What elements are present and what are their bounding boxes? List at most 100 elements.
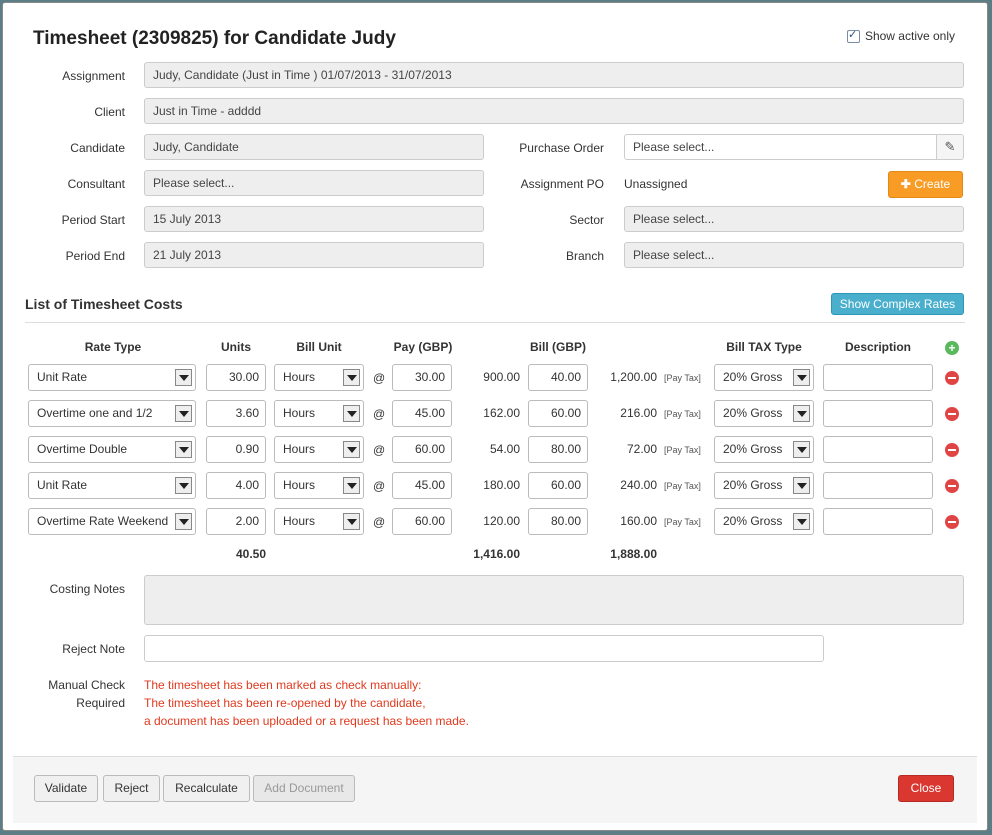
- header-bill: Bill (GBP): [530, 340, 586, 354]
- bill-unit-value: Hours: [283, 370, 316, 384]
- create-po-button[interactable]: ✚ Create: [888, 171, 963, 198]
- plus-icon: ✚: [900, 177, 911, 191]
- at-symbol: @: [373, 479, 386, 493]
- purchase-order-select[interactable]: Please select... ✎: [624, 134, 964, 160]
- bill-unit-select[interactable]: Hours: [274, 400, 364, 427]
- remove-row-icon[interactable]: [945, 407, 959, 421]
- description-input[interactable]: [823, 364, 933, 391]
- add-row-icon[interactable]: +: [945, 341, 959, 355]
- show-complex-rates-button[interactable]: Show Complex Rates: [831, 293, 964, 315]
- consultant-label: Consultant: [67, 177, 125, 191]
- validate-button[interactable]: Validate: [34, 775, 98, 802]
- page-title: Timesheet (2309825) for Candidate Judy: [33, 28, 396, 49]
- costs-section-title: List of Timesheet Costs: [25, 296, 183, 312]
- units-input[interactable]: 4.00: [206, 472, 266, 499]
- bill-total: 216.00: [620, 406, 657, 420]
- reject-button[interactable]: Reject: [103, 775, 160, 802]
- purchase-order-label: Purchase Order: [519, 141, 604, 155]
- remove-row-icon[interactable]: [945, 515, 959, 529]
- show-active-toggle[interactable]: Show active only: [846, 28, 955, 43]
- candidate-label: Candidate: [70, 141, 125, 155]
- pay-input[interactable]: 60.00: [392, 508, 452, 535]
- period-start-field: 15 July 2013: [144, 206, 484, 232]
- tax-type-value: 20% Gross: [723, 370, 783, 384]
- pay-total: 54.00: [489, 442, 520, 456]
- tax-type-value: 20% Gross: [723, 514, 783, 528]
- tax-type-select[interactable]: 20% Gross: [714, 508, 814, 535]
- at-symbol: @: [373, 515, 386, 529]
- tax-type-select[interactable]: 20% Gross: [714, 400, 814, 427]
- section-divider: [25, 322, 965, 323]
- tax-type-value: 20% Gross: [723, 406, 783, 420]
- remove-row-icon[interactable]: [945, 371, 959, 385]
- purchase-order-value: Please select...: [633, 140, 715, 154]
- bill-total: 160.00: [620, 514, 657, 528]
- pencil-icon[interactable]: ✎: [936, 135, 963, 159]
- description-input[interactable]: [823, 400, 933, 427]
- pay-total: 180.00: [483, 478, 520, 492]
- header-units: Units: [221, 340, 251, 354]
- bill-input[interactable]: 60.00: [528, 472, 588, 499]
- chevron-down-icon: [175, 441, 192, 458]
- recalculate-button[interactable]: Recalculate: [163, 775, 250, 802]
- description-input[interactable]: [823, 472, 933, 499]
- rate-type-select[interactable]: Overtime one and 1/2: [28, 400, 196, 427]
- header-rate-type: Rate Type: [84, 340, 142, 354]
- units-input[interactable]: 30.00: [206, 364, 266, 391]
- pay-tax-label: [Pay Tax]: [664, 445, 701, 455]
- candidate-field: Judy, Candidate: [144, 134, 484, 160]
- units-input[interactable]: 2.00: [206, 508, 266, 535]
- rate-type-select[interactable]: Unit Rate: [28, 364, 196, 391]
- chevron-down-icon: [343, 513, 360, 530]
- rate-type-value: Unit Rate: [37, 370, 88, 384]
- show-active-checkbox[interactable]: [846, 28, 860, 43]
- bill-unit-select[interactable]: Hours: [274, 508, 364, 535]
- add-document-button[interactable]: Add Document: [253, 775, 355, 802]
- total-bill: 1,888.00: [610, 547, 657, 561]
- manual-check-label: Manual Check: [48, 678, 125, 692]
- sector-label: Sector: [569, 213, 604, 227]
- pay-input[interactable]: 60.00: [392, 436, 452, 463]
- chevron-down-icon: [793, 405, 810, 422]
- close-button[interactable]: Close: [898, 775, 954, 802]
- rate-type-select[interactable]: Overtime Double: [28, 436, 196, 463]
- tax-type-select[interactable]: 20% Gross: [714, 472, 814, 499]
- bill-unit-select[interactable]: Hours: [274, 436, 364, 463]
- remove-row-icon[interactable]: [945, 479, 959, 493]
- chevron-down-icon: [793, 513, 810, 530]
- rate-type-select[interactable]: Overtime Rate Weekend: [28, 508, 196, 535]
- bill-input[interactable]: 80.00: [528, 436, 588, 463]
- bill-unit-select[interactable]: Hours: [274, 472, 364, 499]
- pay-tax-label: [Pay Tax]: [664, 373, 701, 383]
- tax-type-select[interactable]: 20% Gross: [714, 364, 814, 391]
- pay-input[interactable]: 45.00: [392, 472, 452, 499]
- chevron-down-icon: [793, 441, 810, 458]
- bill-input[interactable]: 40.00: [528, 364, 588, 391]
- chevron-down-icon: [793, 477, 810, 494]
- bill-unit-value: Hours: [283, 478, 316, 492]
- description-input[interactable]: [823, 436, 933, 463]
- period-end-label: Period End: [65, 249, 125, 263]
- tax-type-select[interactable]: 20% Gross: [714, 436, 814, 463]
- costing-notes-textarea[interactable]: [144, 575, 964, 625]
- pay-input[interactable]: 45.00: [392, 400, 452, 427]
- assignment-po-label: Assignment PO: [520, 177, 604, 191]
- reject-note-input[interactable]: [144, 635, 824, 662]
- description-input[interactable]: [823, 508, 933, 535]
- bill-unit-select[interactable]: Hours: [274, 364, 364, 391]
- bill-input[interactable]: 60.00: [528, 400, 588, 427]
- remove-row-icon[interactable]: [945, 443, 959, 457]
- pay-input[interactable]: 30.00: [392, 364, 452, 391]
- manual-check-label-2: Required: [76, 696, 125, 710]
- units-input[interactable]: 0.90: [206, 436, 266, 463]
- pay-tax-label: [Pay Tax]: [664, 517, 701, 527]
- header-bill-unit: Bill Unit: [296, 340, 342, 354]
- bill-input[interactable]: 80.00: [528, 508, 588, 535]
- rate-type-select[interactable]: Unit Rate: [28, 472, 196, 499]
- units-input[interactable]: 3.60: [206, 400, 266, 427]
- client-label: Client: [94, 105, 125, 119]
- rate-type-value: Overtime Double: [37, 442, 128, 456]
- bill-unit-value: Hours: [283, 514, 316, 528]
- client-field: Just in Time - adddd: [144, 98, 964, 124]
